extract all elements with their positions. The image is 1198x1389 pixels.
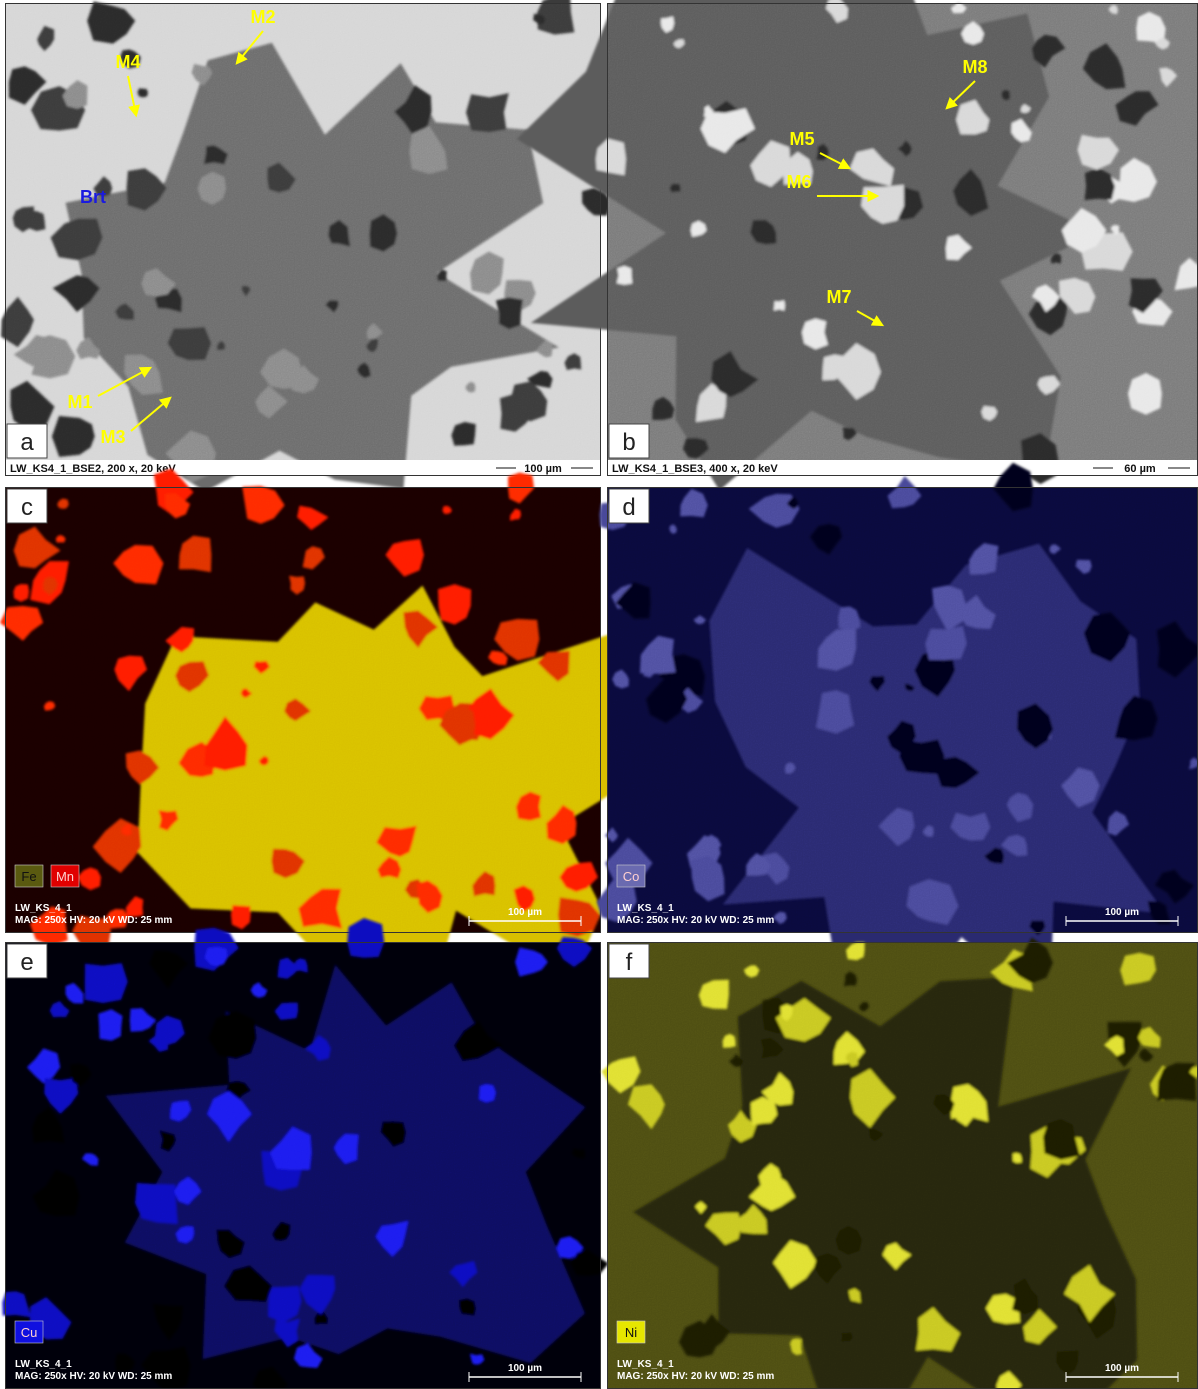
panel-letter: b <box>622 429 635 456</box>
scale-label: 60 µm <box>1124 463 1156 475</box>
annotation: M3 <box>100 427 125 447</box>
panel-letter: f <box>626 949 633 976</box>
legend-label: Fe <box>21 869 36 884</box>
noise <box>5 942 601 1389</box>
noise <box>5 487 601 933</box>
caption: LW_KS4_1_BSE3, 400 x, 20 keV <box>612 463 778 475</box>
annotation: M5 <box>789 129 814 149</box>
scale-label: 100 µm <box>508 907 542 918</box>
annotation: M6 <box>786 172 811 192</box>
info: LW_KS_4_1 <box>15 1359 72 1370</box>
legend-label: Ni <box>625 1325 637 1340</box>
info: MAG: 250x HV: 20 kV WD: 25 mm <box>617 915 774 926</box>
info: LW_KS_4_1 <box>617 903 674 914</box>
figure: a LW_KS4_1_BSE2, 200 x, 20 keV 100 µm M2 M4 B… <box>0 0 1198 1389</box>
annotation: M1 <box>67 392 92 412</box>
scale-label: 100 µm <box>508 1363 542 1374</box>
info: MAG: 250x HV: 20 kV WD: 25 mm <box>15 915 172 926</box>
panel: b LW_KS4_1_BSE3, 400 x, 20 keV 60 µm M8 M5 M6… <box>517 0 1198 491</box>
legend-label: Cu <box>21 1325 38 1340</box>
annotation: Brt <box>80 187 106 207</box>
info: LW_KS_4_1 <box>617 1359 674 1370</box>
legend-label: Co <box>623 869 640 884</box>
info: MAG: 250x HV: 20 kV WD: 25 mm <box>15 1371 172 1382</box>
panel-letter: a <box>20 429 34 456</box>
panel-letter: d <box>622 494 635 521</box>
info: MAG: 250x HV: 20 kV WD: 25 mm <box>617 1371 774 1382</box>
panel: a LW_KS4_1_BSE2, 200 x, 20 keV 100 µm M2 M4 B… <box>1 0 613 492</box>
noise <box>607 487 1198 933</box>
caption: LW_KS4_1_BSE2, 200 x, 20 keV <box>10 463 176 475</box>
panel-letter: c <box>21 494 33 521</box>
annotation: M7 <box>826 287 851 307</box>
scale-label: 100 µm <box>1105 907 1139 918</box>
noise <box>607 942 1198 1389</box>
scale-label: 100 µm <box>524 463 562 475</box>
panel-letter: e <box>20 949 33 976</box>
scale-label: 100 µm <box>1105 1363 1139 1374</box>
info: LW_KS_4_1 <box>15 903 72 914</box>
annotation: M2 <box>250 7 275 27</box>
annotation: M4 <box>115 52 140 72</box>
noise <box>607 3 1198 460</box>
legend-label: Mn <box>56 869 74 884</box>
annotation: M8 <box>962 57 987 77</box>
noise <box>5 3 601 460</box>
